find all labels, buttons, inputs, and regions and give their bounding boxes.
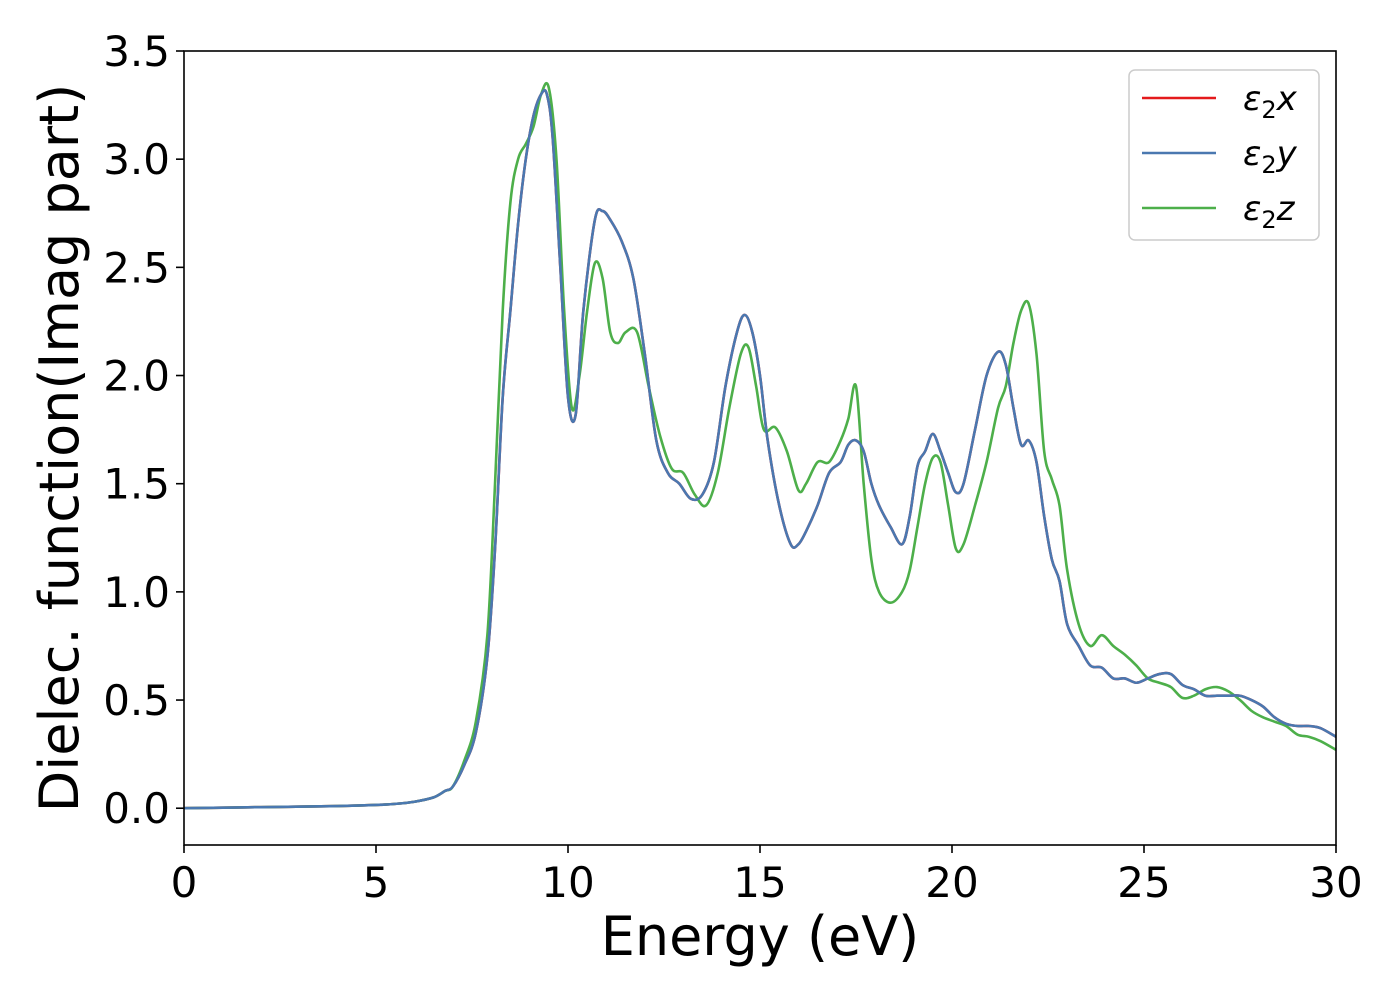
series-line-z: [184, 82, 1336, 810]
y-tick-label: 3.0: [103, 135, 170, 184]
x-tick-label: 20: [925, 858, 978, 907]
x-axis-label: Energy (eV): [601, 905, 920, 968]
series-line-y: [184, 88, 1336, 810]
legend-label-y: ε2y: [1243, 134, 1298, 179]
x-tick-label: 15: [733, 858, 786, 907]
y-tick-label: 0.5: [103, 676, 170, 725]
x-tick-label: 0: [171, 858, 198, 907]
legend-symbol: ε: [1243, 189, 1261, 229]
legend-symbol: ε: [1243, 134, 1261, 174]
y-tick-label: 1.5: [103, 460, 170, 509]
series-lines: [184, 82, 1336, 810]
legend-subscript: 2: [1261, 96, 1276, 124]
y-tick-label: 2.5: [103, 243, 170, 292]
legend-subscript: 2: [1261, 151, 1276, 179]
x-tick-label: 25: [1117, 858, 1170, 907]
legend-label-x: ε2x: [1243, 79, 1298, 124]
legend-symbol: ε: [1243, 79, 1261, 119]
y-tick-label: 2.0: [103, 352, 170, 401]
x-tick-label: 5: [363, 858, 390, 907]
x-axis-ticks: 0 5 10 15 20 25 30: [171, 845, 1363, 907]
y-axis-label: Dielec. function(Imag part): [28, 84, 91, 813]
x-tick-label: 10: [541, 858, 594, 907]
legend-subscript: 2: [1261, 206, 1276, 234]
plot-frame: [183, 50, 1337, 846]
y-tick-label: 0.0: [103, 784, 170, 833]
legend-variable: y: [1276, 134, 1298, 174]
legend-variable: x: [1276, 79, 1298, 119]
legend-variable: z: [1276, 189, 1296, 229]
y-tick-label: 1.0: [103, 568, 170, 617]
legend-box: [1128, 69, 1320, 241]
legend-label-z: ε2z: [1243, 189, 1296, 234]
y-axis-ticks: 0.0 0.5 1.0 1.5 2.0 2.5 3.0 3.5: [103, 27, 184, 833]
x-tick-label: 30: [1309, 858, 1362, 907]
y-tick-label: 3.5: [103, 27, 170, 76]
